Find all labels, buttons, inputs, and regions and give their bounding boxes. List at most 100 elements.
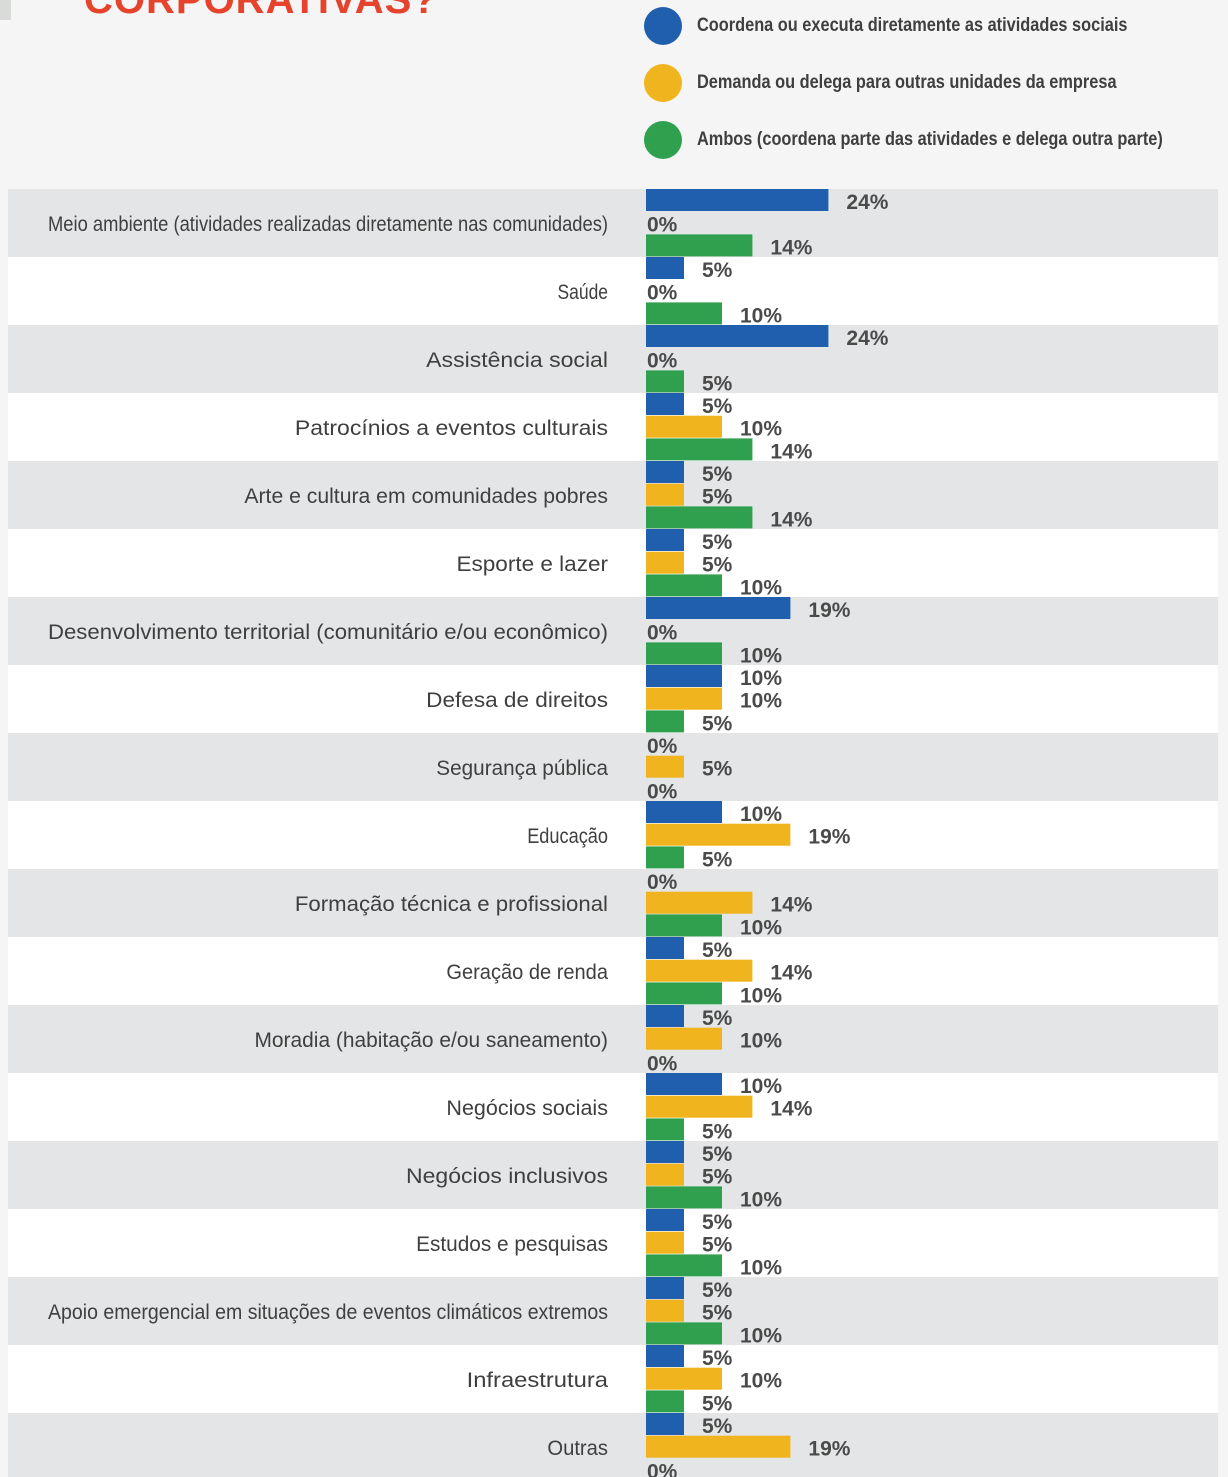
row-band: [8, 801, 1218, 869]
category-label: Patrocínios a eventos culturais: [295, 417, 608, 440]
row-band: [8, 1073, 1218, 1141]
data-label: 10%: [740, 1256, 782, 1279]
data-label: 0%: [647, 780, 678, 803]
category-label: Segurança pública: [436, 757, 608, 780]
data-label: 0%: [647, 214, 678, 237]
data-label: 14%: [770, 962, 812, 985]
row-band: [8, 733, 1218, 801]
data-label: 5%: [702, 1120, 733, 1143]
bar-yellow: [646, 415, 722, 438]
data-label: 0%: [647, 735, 678, 758]
data-label: 5%: [702, 712, 733, 735]
legend-item-demanda: Demanda ou delega para outras unidades d…: [644, 64, 1185, 102]
bar-yellow: [646, 959, 753, 982]
bar-green: [646, 1186, 722, 1209]
legend-label: Demanda ou delega para outras unidades d…: [697, 72, 1117, 93]
bar-yellow: [646, 1027, 722, 1050]
data-label: 5%: [702, 1302, 733, 1325]
category-label: Meio ambiente (atividades realizadas dir…: [48, 213, 608, 236]
data-label: 0%: [647, 282, 678, 305]
bar-blue: [646, 597, 791, 619]
data-label: 5%: [702, 1211, 733, 1234]
data-label: 0%: [647, 1460, 678, 1477]
page-title: CORPORATIVAS?: [84, 0, 438, 22]
legend-swatch-blue: [644, 7, 682, 45]
bar-green: [646, 302, 722, 325]
bar-green: [646, 506, 753, 529]
bar-blue: [646, 665, 722, 687]
category-label: Assistência social: [426, 349, 608, 372]
data-label: 5%: [702, 259, 733, 282]
bar-green: [646, 982, 722, 1005]
legend-swatch-green: [644, 121, 682, 159]
data-label: 10%: [740, 984, 782, 1007]
bar-blue: [646, 393, 684, 415]
bar-blue: [646, 1005, 684, 1027]
bar-yellow: [646, 755, 684, 778]
data-label: 19%: [808, 826, 850, 849]
category-label: Negócios inclusivos: [406, 1165, 608, 1188]
category-label: Apoio emergencial em situações de evento…: [48, 1301, 608, 1324]
bar-blue: [646, 1277, 684, 1299]
row-band: [8, 1277, 1218, 1345]
bar-yellow: [646, 1367, 722, 1390]
data-label: 10%: [740, 667, 782, 690]
legend-item-coordena: Coordena ou executa diretamente as ativi…: [644, 7, 1198, 45]
category-label: Negócios sociais: [446, 1097, 608, 1120]
row-band: [8, 1345, 1218, 1413]
category-label: Outras: [547, 1437, 608, 1460]
data-label: 5%: [702, 1234, 733, 1257]
bar-green: [646, 1118, 684, 1141]
data-label: 0%: [647, 622, 678, 645]
data-label: 5%: [702, 463, 733, 486]
bar-green: [646, 914, 722, 937]
data-label: 10%: [740, 1030, 782, 1053]
data-label: 5%: [702, 372, 733, 395]
row-band: [8, 597, 1218, 665]
bar-blue: [646, 461, 684, 483]
bar-yellow: [646, 1231, 684, 1254]
bar-blue: [646, 257, 684, 279]
data-label: 10%: [740, 1188, 782, 1211]
bar-yellow: [646, 1163, 684, 1186]
data-label: 10%: [740, 1370, 782, 1393]
bar-blue: [646, 189, 829, 211]
category-label: Esporte e lazer: [457, 553, 609, 576]
data-label: 14%: [770, 508, 812, 531]
bar-blue: [646, 1345, 684, 1367]
data-label: 10%: [740, 304, 782, 327]
bar-yellow: [646, 891, 753, 914]
data-label: 0%: [647, 1052, 678, 1075]
legend-label: Ambos (coordena parte das atividades e d…: [697, 129, 1163, 150]
side-accent: [0, 0, 11, 20]
row-band: [8, 937, 1218, 1005]
legend-item-ambos: Ambos (coordena parte das atividades e d…: [644, 121, 1228, 159]
legend-label: Coordena ou executa diretamente as ativi…: [697, 15, 1128, 36]
data-label: 10%: [740, 916, 782, 939]
data-label: 10%: [740, 803, 782, 826]
bar-green: [646, 1390, 684, 1413]
row-band: [8, 461, 1218, 529]
category-label: Arte e cultura em comunidades pobres: [244, 485, 608, 508]
bar-yellow: [646, 823, 791, 846]
legend-swatch-yellow: [644, 64, 682, 102]
row-band: [8, 1005, 1218, 1073]
bar-green: [646, 710, 684, 733]
bar-blue: [646, 1209, 684, 1231]
bar-yellow: [646, 551, 684, 574]
bar-green: [646, 438, 753, 461]
data-label: 0%: [647, 350, 678, 373]
bar-green: [646, 370, 684, 393]
category-label: Saúde: [558, 281, 609, 304]
data-label: 5%: [702, 1166, 733, 1189]
bar-yellow: [646, 1095, 753, 1118]
data-label: 5%: [702, 531, 733, 554]
bar-green: [646, 234, 753, 257]
bar-yellow: [646, 1435, 791, 1458]
row-band: [8, 665, 1218, 733]
row-band: [8, 1141, 1218, 1209]
bar-yellow: [646, 687, 722, 710]
bar-blue: [646, 801, 722, 823]
data-label: 5%: [702, 1143, 733, 1166]
data-label: 5%: [702, 486, 733, 509]
